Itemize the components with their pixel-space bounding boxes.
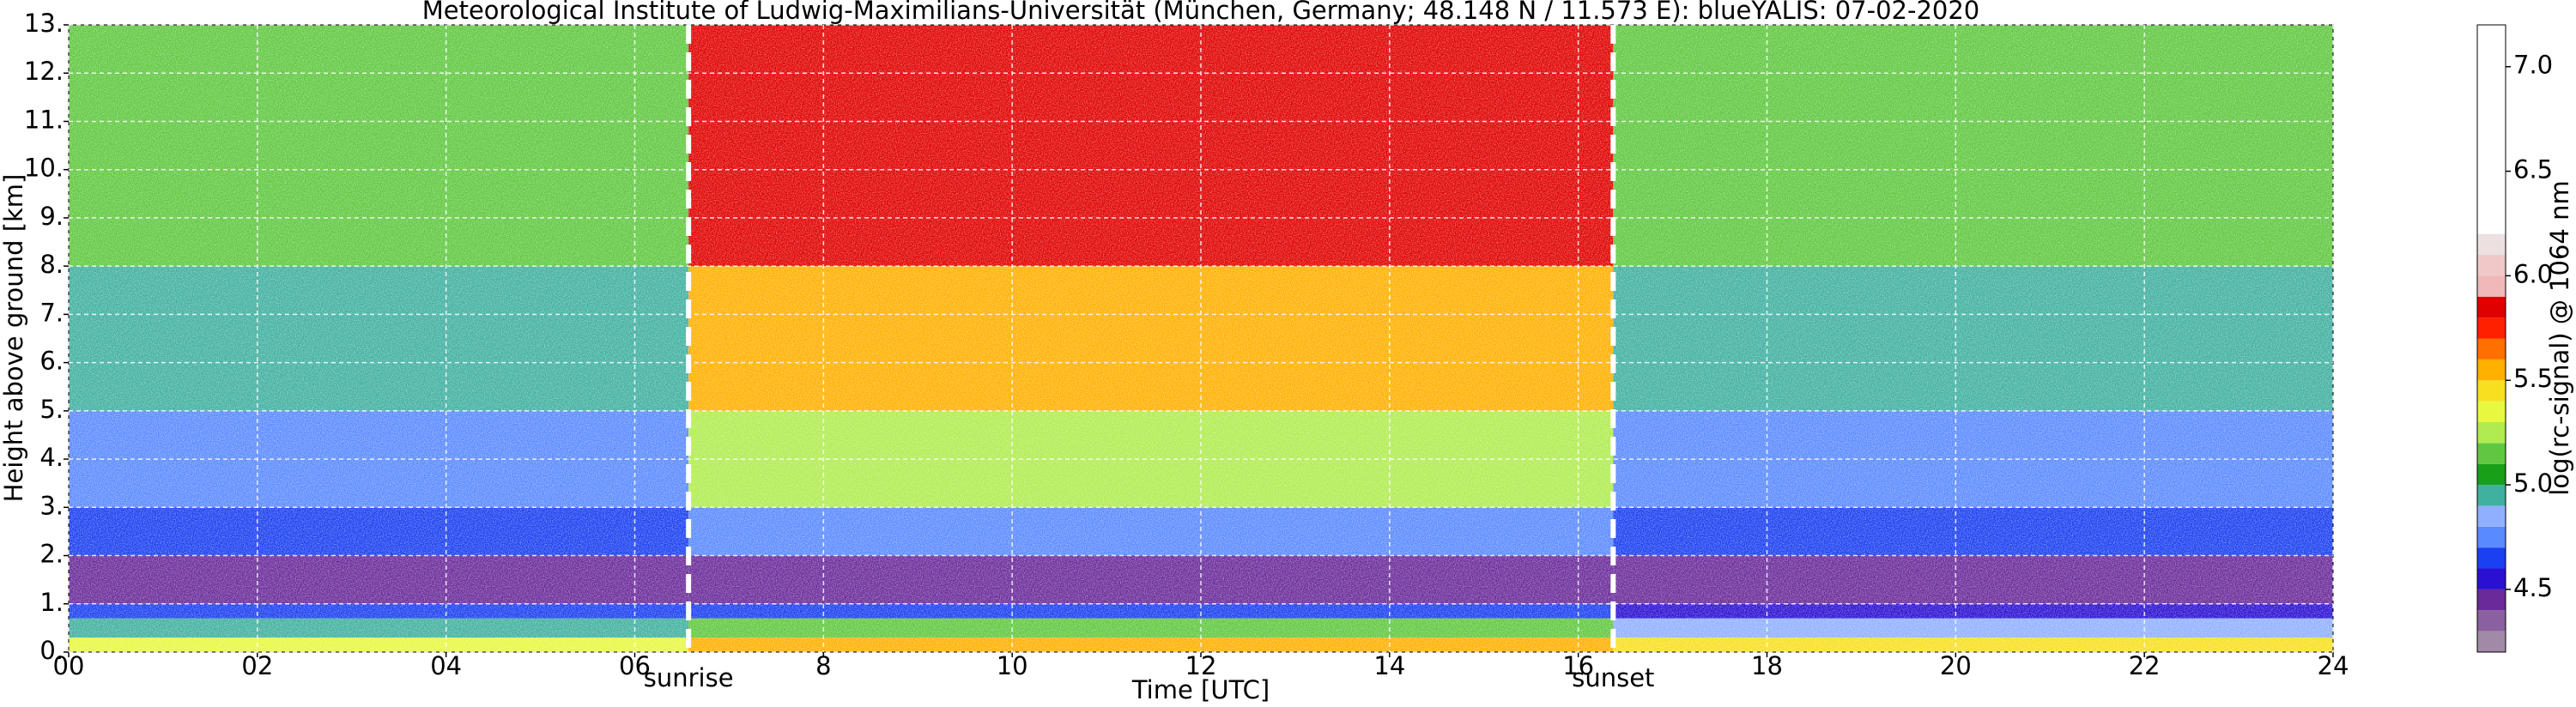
colorbar-segment xyxy=(2477,463,2506,486)
y-tick-label: 1. xyxy=(39,588,64,617)
colorbar-frame xyxy=(2476,24,2506,653)
colorbar-segment xyxy=(2477,401,2506,422)
colorbar-tick-label: 5.0 xyxy=(2513,468,2553,498)
colorbar-segment xyxy=(2477,233,2506,256)
colorbar-segment xyxy=(2477,568,2506,589)
y-tick-label: 7. xyxy=(39,298,64,327)
y-tick-label: 8. xyxy=(39,250,64,279)
colorbar-segment xyxy=(2477,526,2506,548)
x-tick-label: 24 xyxy=(2318,651,2349,680)
y-tick-label: 6. xyxy=(39,347,64,376)
colorbar-segment xyxy=(2477,485,2506,506)
x-tick-label: 22 xyxy=(2129,651,2161,680)
colorbar-segment xyxy=(2477,296,2506,318)
colorbar-tick-label: 6.0 xyxy=(2513,259,2553,288)
colorbar-segment xyxy=(2477,359,2506,381)
colorbar-segment xyxy=(2477,421,2506,444)
chart-title: Meteorological Institute of Ludwig-Maxim… xyxy=(422,0,1980,25)
y-tick-label: 10. xyxy=(24,154,64,183)
colorbar-segment xyxy=(2477,380,2506,402)
colorbar-segment xyxy=(2477,317,2506,339)
colorbar-segment xyxy=(2477,338,2506,360)
colorbar-segment xyxy=(2477,505,2506,527)
x-tick-label: 02 xyxy=(241,651,273,680)
y-tick-label: 5. xyxy=(39,395,64,424)
x-tick-label: 06 xyxy=(619,651,651,680)
x-tick-label: 12 xyxy=(1185,651,1217,680)
x-tick-label: 04 xyxy=(430,651,462,680)
colorbar-segment xyxy=(2477,443,2506,464)
x-tick-label: 20 xyxy=(1940,651,1972,680)
colorbar-tick-label: 7.0 xyxy=(2513,51,2553,80)
y-tick-label: 13. xyxy=(24,9,64,38)
y-tick-label: 12. xyxy=(24,57,64,86)
colorbar-segment xyxy=(2477,547,2506,569)
x-tick-label: 10 xyxy=(997,651,1028,680)
y-tick-label: 4. xyxy=(39,443,64,472)
colorbar-label: log(rc-signal) @ 1064 nm xyxy=(2545,180,2574,495)
colorbar-tick-label: 6.5 xyxy=(2513,155,2553,184)
colorbar-segment xyxy=(2477,589,2506,611)
x-tick-label: 16 xyxy=(1562,651,1594,680)
colorbar-segment xyxy=(2477,631,2506,652)
x-tick-label: 00 xyxy=(53,651,85,680)
colorbar-segment xyxy=(2477,610,2506,631)
colorbar-tick-label: 4.5 xyxy=(2513,573,2553,602)
y-tick-label: 2. xyxy=(39,540,64,569)
x-tick-label: 14 xyxy=(1373,651,1405,680)
y-tick-label: 3. xyxy=(39,491,64,520)
y-tick-label: 9. xyxy=(39,202,64,231)
annotation-label: sunrise xyxy=(644,663,734,692)
annotation-label: sunset xyxy=(1572,663,1654,692)
x-tick-label: 8 xyxy=(815,651,831,680)
colorbar-segment xyxy=(2477,25,2506,234)
x-tick-label: 18 xyxy=(1751,651,1783,680)
colorbar-segment xyxy=(2477,275,2506,297)
y-axis-label: Height above ground [km] xyxy=(0,174,28,503)
x-axis-label: Time [UTC] xyxy=(1131,675,1270,704)
y-tick-label: 11. xyxy=(24,105,64,134)
colorbar-tick-label: 5.5 xyxy=(2513,364,2553,393)
colorbar-segment xyxy=(2477,255,2506,276)
y-tick-label: 0. xyxy=(39,636,64,665)
